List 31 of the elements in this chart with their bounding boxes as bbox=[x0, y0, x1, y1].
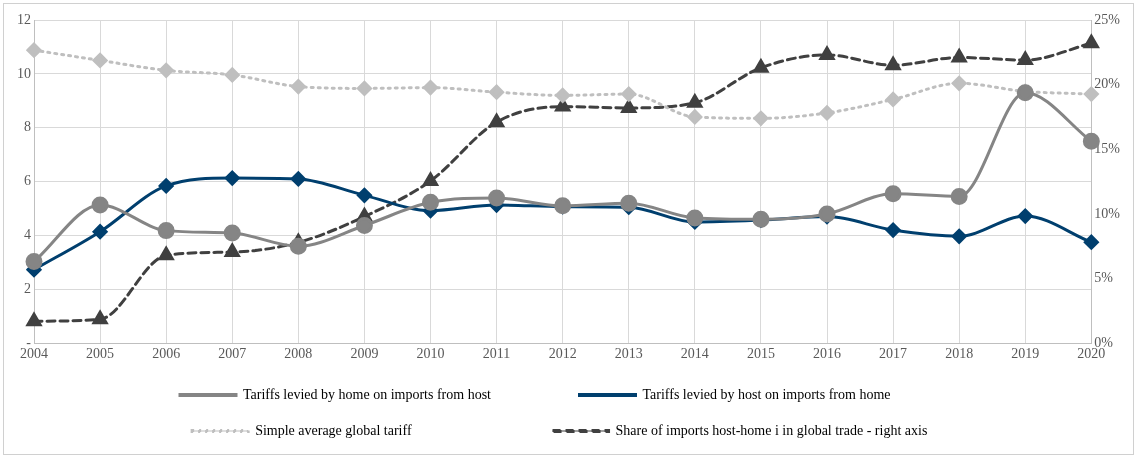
y-tick-label: 2 bbox=[24, 281, 31, 297]
legend-label: Tariffs levied by host on imports from home bbox=[642, 386, 958, 402]
x-tick-label: 2017 bbox=[879, 346, 908, 362]
x-tick-label: 2011 bbox=[482, 346, 511, 362]
legend-label: Tariffs levied by home on imports from host bbox=[243, 386, 558, 402]
y-tick-label: 10 bbox=[17, 65, 31, 81]
x-tick-label: 2008 bbox=[284, 346, 313, 362]
y2-tick-label: 20% bbox=[1094, 76, 1121, 92]
x-tick-label: 2005 bbox=[86, 346, 115, 362]
x-tick-label: 2018 bbox=[945, 346, 974, 362]
y-tick-label: 4 bbox=[24, 227, 31, 243]
y2-tick-label: 25% bbox=[1094, 11, 1121, 27]
x-tick-label: 2004 bbox=[20, 346, 48, 362]
legend-label: Share of imports host-home i in global trade - right axis bbox=[615, 422, 945, 438]
x-tick-label: 2020 bbox=[1077, 346, 1106, 362]
y-tick-label: 6 bbox=[24, 173, 31, 189]
x-tick-label: 2019 bbox=[1011, 346, 1040, 362]
x-tick-label: 2012 bbox=[548, 346, 577, 362]
x-tick-label: 2007 bbox=[218, 346, 247, 362]
x-tick-label: 2016 bbox=[813, 346, 841, 362]
y-tick-label: 12 bbox=[17, 11, 31, 27]
y2-tick-label: 5% bbox=[1094, 270, 1114, 286]
x-tick-label: 2010 bbox=[416, 346, 445, 362]
legend-label: Simple average global tariff bbox=[255, 422, 531, 438]
y-tick-label: 8 bbox=[24, 119, 31, 135]
x-tick-label: 2014 bbox=[680, 346, 709, 362]
x-tick-label: 2009 bbox=[350, 346, 379, 362]
x-tick-label: 2015 bbox=[746, 346, 775, 362]
x-tick-label: 2013 bbox=[614, 346, 643, 362]
y2-tick-label: 10% bbox=[1094, 205, 1121, 221]
x-tick-label: 2006 bbox=[152, 346, 181, 362]
